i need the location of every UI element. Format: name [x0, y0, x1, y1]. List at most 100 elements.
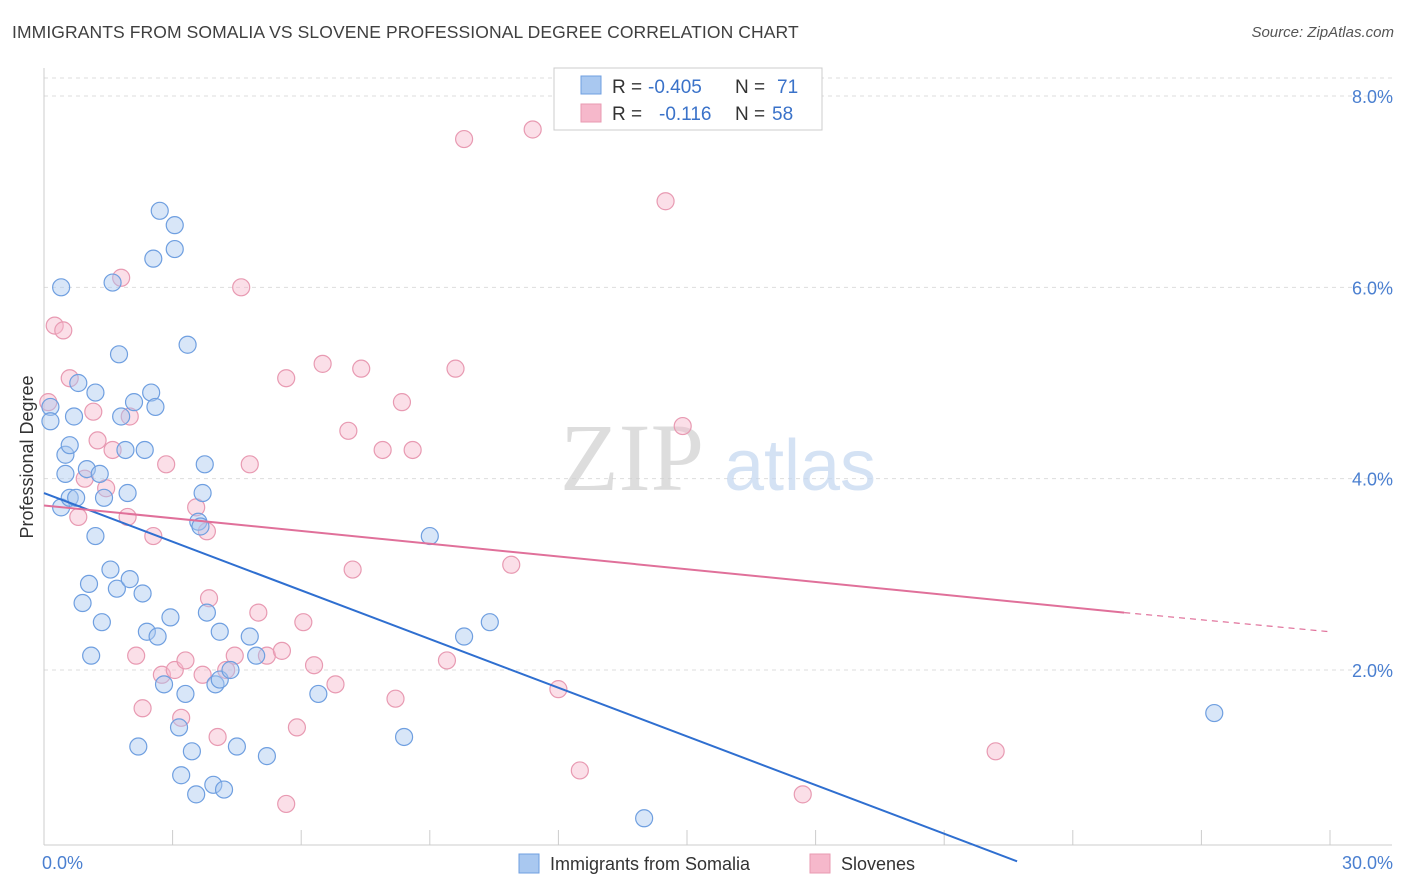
- slovenes-point: [570, 761, 589, 780]
- somalia-point: [240, 627, 259, 646]
- watermark: ZIP atlas: [560, 404, 876, 511]
- somalia-point: [165, 239, 184, 259]
- somalia-point: [107, 579, 126, 598]
- slovenes-point: [523, 120, 542, 139]
- slovenes-point: [272, 641, 292, 660]
- slovenes-point: [549, 680, 568, 699]
- somalia-point: [210, 622, 229, 641]
- somalia-point: [165, 216, 184, 235]
- slovenes-point: [225, 646, 244, 665]
- somalia-point: [133, 584, 152, 603]
- x-tick-label-left: 0.0%: [42, 853, 83, 873]
- y-tick-label: 4.0%: [1352, 470, 1393, 490]
- slovenes-point: [339, 421, 358, 440]
- slovenes-point: [217, 660, 236, 680]
- somalia-point: [1205, 703, 1224, 723]
- somalia-point: [635, 809, 654, 828]
- legend-swatch-slovenes: [580, 103, 602, 123]
- slovenes-point: [277, 794, 296, 814]
- somalia-point: [169, 718, 189, 737]
- axes: [43, 68, 1392, 846]
- legend-n-label: N =: [735, 104, 765, 125]
- watermark-atlas: atlas: [724, 426, 876, 506]
- slovenes-point: [392, 393, 412, 412]
- slovenes-point: [54, 321, 73, 340]
- somalia-point: [94, 488, 114, 507]
- somalia-point: [195, 455, 214, 474]
- somalia-point: [146, 397, 165, 417]
- trend-line-somalia: [43, 492, 1018, 863]
- slovenes-point: [294, 613, 313, 632]
- somalia-point: [86, 526, 105, 546]
- slovenes-point: [249, 603, 268, 622]
- slovenes-point: [986, 742, 1005, 761]
- slovenes-point: [199, 589, 219, 608]
- somalia-point: [69, 373, 88, 393]
- bottom-legend-swatch-slovenes: [809, 853, 831, 874]
- trend-lines: [43, 492, 1331, 863]
- slovenes-point: [127, 646, 146, 665]
- somalia-point: [454, 627, 474, 646]
- somalia-point: [214, 780, 234, 799]
- somalia-point: [161, 608, 180, 627]
- slovenes-point: [352, 359, 371, 378]
- legend-swatch-somalia: [580, 75, 602, 95]
- somalia-point: [204, 775, 223, 794]
- somalia-point: [193, 483, 212, 503]
- slovenes-point: [343, 560, 362, 579]
- slovenes-point: [88, 431, 107, 450]
- somalia-point: [112, 407, 131, 426]
- chart-title: IMMIGRANTS FROM SOMALIA VS SLOVENE PROFE…: [12, 22, 799, 42]
- somalia-point: [420, 526, 439, 546]
- tick-labels: 2.0% 4.0% 6.0% 8.0% 0.0% 30.0%: [42, 87, 1393, 873]
- trend-line-slovenes: [43, 504, 1125, 614]
- slovenes-point: [673, 416, 692, 436]
- slovenes-point: [793, 785, 812, 804]
- y-tick-label: 6.0%: [1352, 278, 1393, 298]
- slovenes-point: [232, 278, 251, 297]
- somalia-point: [137, 622, 156, 641]
- somalia-point: [197, 603, 216, 622]
- somalia-point: [82, 646, 101, 665]
- somalia-point: [172, 766, 191, 785]
- somalia-point: [135, 440, 154, 460]
- slovenes-point: [133, 699, 152, 718]
- slovenes-point: [437, 651, 457, 670]
- slovenes-point: [84, 402, 103, 421]
- slovenes-point: [157, 455, 176, 474]
- somalia-point: [144, 249, 163, 268]
- somalia-point: [394, 727, 414, 747]
- somalia-point: [60, 436, 79, 455]
- legend-n-label: N =: [735, 77, 765, 98]
- bottom-legend-swatch-somalia: [518, 853, 540, 874]
- somalia-point: [182, 742, 201, 761]
- bottom-legend-label-somalia: Immigrants from Somalia: [550, 854, 751, 874]
- somalia-point: [176, 684, 195, 704]
- somalia-point: [73, 593, 92, 613]
- somalia-point: [92, 613, 111, 632]
- watermark-zip: ZIP: [560, 404, 704, 511]
- slovenes-point: [277, 369, 296, 388]
- somalia-point: [257, 746, 277, 766]
- somalia-point: [124, 393, 144, 412]
- somalia-point: [101, 560, 120, 579]
- slovenes-point: [326, 675, 345, 694]
- somalia-point: [41, 412, 60, 431]
- slovenes-point: [313, 354, 332, 373]
- somalia-point: [52, 278, 71, 297]
- somalia-point: [187, 785, 206, 804]
- legend-r-value: -0.116: [659, 104, 711, 125]
- legend-n-value: 71: [777, 77, 798, 98]
- somalia-point: [64, 407, 84, 426]
- slovenes-point: [45, 316, 64, 335]
- legend-r-value: -0.405: [648, 77, 702, 98]
- slovenes-point: [304, 656, 324, 675]
- slovenes-point: [176, 651, 195, 670]
- legend-r-label: R =: [612, 77, 642, 98]
- somalia-point: [86, 383, 105, 402]
- slovenes-point: [287, 718, 307, 737]
- somalia-point: [480, 613, 499, 632]
- bottom-legend-label-slovenes: Slovenes: [841, 854, 915, 874]
- somalia-point: [154, 675, 174, 694]
